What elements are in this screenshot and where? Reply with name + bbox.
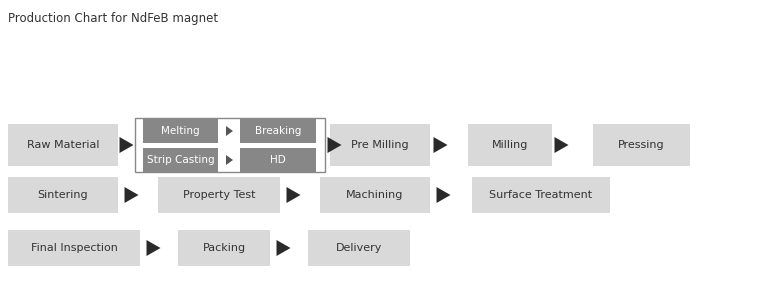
FancyBboxPatch shape [240, 148, 316, 172]
Polygon shape [147, 240, 161, 256]
Text: Production Chart for NdFeB magnet: Production Chart for NdFeB magnet [8, 12, 218, 25]
Text: Strip Casting: Strip Casting [147, 155, 214, 165]
Text: Pressing: Pressing [618, 140, 665, 150]
Text: Machining: Machining [346, 190, 404, 200]
Polygon shape [436, 187, 451, 203]
FancyBboxPatch shape [143, 148, 218, 172]
Text: Surface Treatment: Surface Treatment [490, 190, 593, 200]
Polygon shape [434, 137, 448, 153]
FancyBboxPatch shape [240, 119, 316, 143]
Text: Raw Material: Raw Material [26, 140, 99, 150]
FancyBboxPatch shape [143, 119, 218, 143]
Text: Sintering: Sintering [38, 190, 88, 200]
Text: Packing: Packing [203, 243, 245, 253]
FancyBboxPatch shape [158, 177, 280, 213]
FancyBboxPatch shape [178, 230, 270, 266]
Text: Property Test: Property Test [183, 190, 255, 200]
FancyBboxPatch shape [8, 124, 118, 166]
Polygon shape [124, 187, 138, 203]
Text: Pre Milling: Pre Milling [352, 140, 409, 150]
FancyBboxPatch shape [320, 177, 430, 213]
Polygon shape [226, 126, 233, 136]
Text: Final Inspection: Final Inspection [30, 243, 117, 253]
Polygon shape [555, 137, 569, 153]
Text: HD: HD [270, 155, 286, 165]
Text: Melting: Melting [161, 126, 199, 136]
Polygon shape [286, 187, 300, 203]
FancyBboxPatch shape [8, 177, 118, 213]
Polygon shape [120, 137, 133, 153]
FancyBboxPatch shape [593, 124, 690, 166]
Polygon shape [276, 240, 290, 256]
FancyBboxPatch shape [308, 230, 410, 266]
Polygon shape [226, 155, 233, 165]
Text: Breaking: Breaking [255, 126, 301, 136]
Text: Milling: Milling [492, 140, 528, 150]
FancyBboxPatch shape [8, 230, 140, 266]
Text: Delivery: Delivery [336, 243, 383, 253]
FancyBboxPatch shape [468, 124, 552, 166]
FancyBboxPatch shape [472, 177, 610, 213]
Polygon shape [327, 137, 341, 153]
FancyBboxPatch shape [330, 124, 430, 166]
